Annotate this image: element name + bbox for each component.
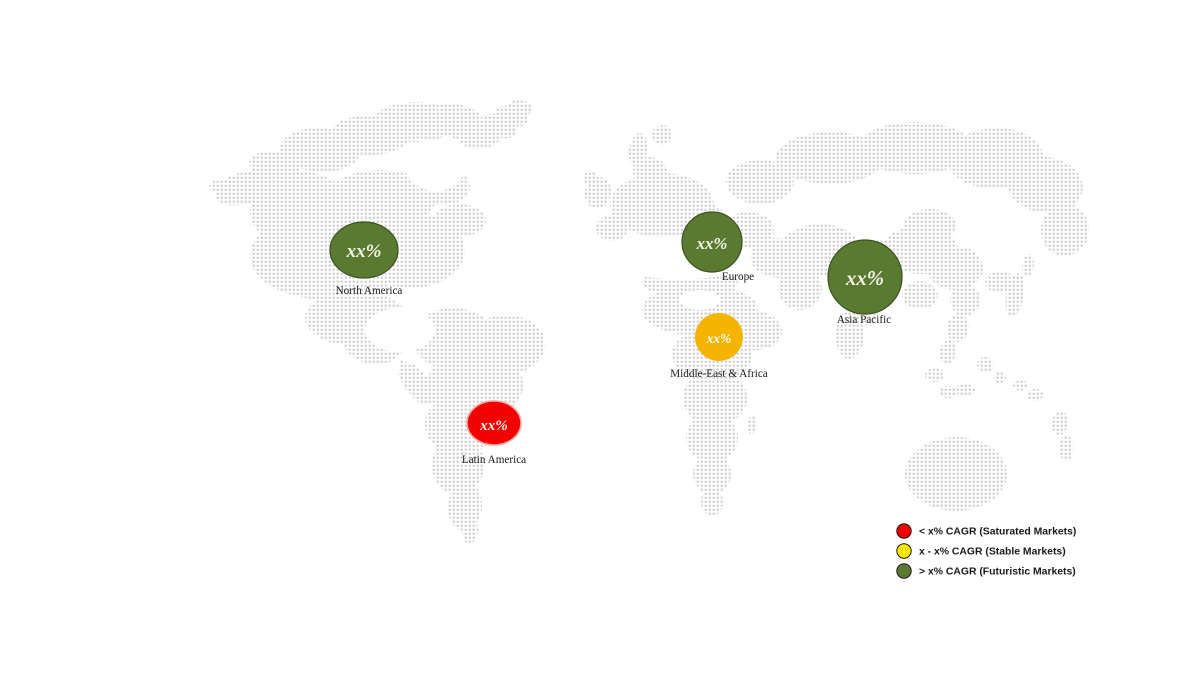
svg-text:xx%: xx%: [696, 234, 728, 253]
svg-text:Europe: Europe: [722, 271, 754, 283]
svg-text:xx%: xx%: [346, 241, 382, 262]
svg-text:Latin America: Latin America: [462, 454, 526, 466]
svg-text:Middle-East & Africa: Middle-East & Africa: [670, 368, 768, 380]
svg-text:< x% CAGR (Saturated Markets): < x% CAGR (Saturated Markets): [919, 527, 1076, 538]
svg-text:> x% CAGR (Futuristic Markets): > x% CAGR (Futuristic Markets): [919, 567, 1076, 578]
svg-text:xx%: xx%: [706, 331, 732, 346]
svg-text:North America: North America: [336, 285, 403, 297]
svg-text:xx%: xx%: [479, 418, 508, 434]
svg-text:Asia Pacific: Asia Pacific: [837, 314, 891, 326]
svg-text:x - x% CAGR (Stable Markets): x - x% CAGR (Stable Markets): [919, 547, 1066, 558]
svg-text:xx%: xx%: [845, 268, 884, 290]
